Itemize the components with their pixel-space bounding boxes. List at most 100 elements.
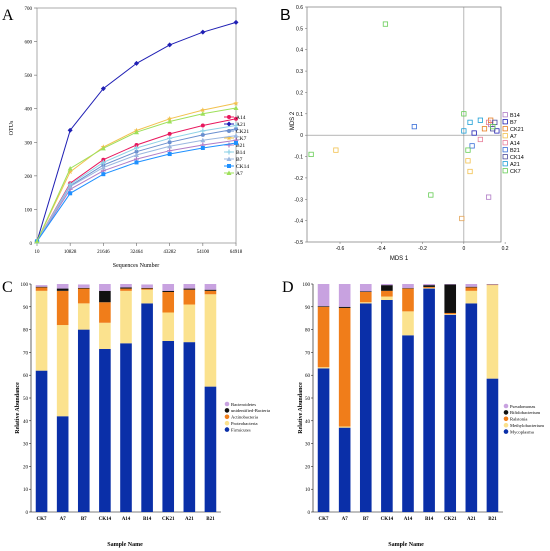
panel-b-plot-frame bbox=[306, 6, 502, 243]
panel-a-point-a21 bbox=[100, 86, 106, 92]
panel-b-legend-label-a7: A7 bbox=[510, 134, 517, 140]
panel-a-point-b14 bbox=[200, 128, 206, 134]
panel-b-legend-marker-b21 bbox=[502, 147, 508, 153]
panel-c-bar-segment-actinobacteria bbox=[141, 288, 153, 290]
panel-d-bar-segment-bifidobacterium bbox=[423, 285, 435, 287]
panel-a-point-a21 bbox=[67, 127, 73, 133]
panel-a-point-ck7 bbox=[200, 107, 206, 113]
panel-a-xtick-label: 32464 bbox=[130, 250, 143, 255]
panel-d-xtick-label: A14 bbox=[404, 517, 413, 522]
panel-c-legend-marker-proteobacteria bbox=[224, 420, 230, 426]
panel-b-xtick-label: -0.2 bbox=[418, 246, 427, 252]
panel-a-point-ck21 bbox=[167, 140, 172, 145]
panel-c-bar-segment-firmicutes bbox=[99, 348, 111, 512]
panel-a-point-a7 bbox=[100, 145, 106, 151]
panel-b-point-ck7 bbox=[308, 151, 314, 158]
panel-c-ytick-label: 50 bbox=[23, 397, 29, 402]
panel-a-legend-marker-a21 bbox=[226, 121, 232, 127]
panel-d-bar-segment-ralstonia bbox=[423, 286, 435, 288]
panel-d-bar-segment-ralstonia bbox=[381, 290, 393, 297]
panel-letter-d: D bbox=[282, 279, 294, 296]
panel-letter-b: B bbox=[280, 7, 291, 24]
panel-d-bar-segment-bifidobacterium bbox=[465, 286, 478, 288]
panel-c-bar-segment-proteobacteria bbox=[183, 304, 196, 343]
panel-a-legend-marker-ck21 bbox=[227, 129, 231, 133]
panel-d-genus-abundance-chart: Relative Abundance Sample Name 0 10 20 30 40… bbox=[298, 283, 544, 548]
panel-a-rarefaction-chart: OTUs Sequences Number 0 100 200 300 400 500 60… bbox=[9, 7, 249, 269]
panel-d-xtick-label: B7 bbox=[363, 517, 369, 522]
panel-c-bar-segment-bacteroidetes bbox=[35, 285, 48, 287]
panel-c-ylabel: Relative Abundance bbox=[15, 382, 21, 434]
panel-c-xtick-label: B14 bbox=[143, 517, 152, 522]
panel-c-legend-marker-actinobacteria bbox=[224, 414, 230, 420]
panel-d-ytick-label: 100 bbox=[303, 283, 311, 288]
panel-d-bar-segment-ralstonia bbox=[444, 312, 457, 315]
panel-c-bar-segment-bacteroidetes bbox=[183, 284, 196, 289]
panel-d-bar-segment-bifidobacterium bbox=[359, 291, 372, 292]
panel-a-point-ck7 bbox=[167, 115, 173, 122]
panel-b-mds-chart: MDS 2 MDS 1 -0.5 -0.4 -0.3 -0.2 -0.1 0 0.1 0.2 0… bbox=[290, 5, 524, 262]
panel-b-legend-marker-a14 bbox=[502, 140, 508, 146]
panel-b-ytick-label: 0 bbox=[300, 133, 303, 139]
panel-c-legend-label-actinobacteria: Actinobacteria bbox=[231, 415, 258, 420]
panel-d-ytick-label: 80 bbox=[305, 329, 311, 334]
panel-c-bar-segment-proteobacteria bbox=[141, 289, 153, 304]
panel-b-ytick-label: -0.4 bbox=[294, 219, 303, 225]
panel-c-bar-segment-proteobacteria bbox=[77, 303, 90, 330]
panel-a-xlabel: Sequences Number bbox=[113, 263, 160, 269]
panel-c-bar-segment-proteobacteria bbox=[56, 325, 69, 417]
panel-d-bar-segment-ralstonia bbox=[359, 291, 372, 303]
panel-a-legend-label-ck7: CK7 bbox=[236, 136, 247, 142]
panel-a-point-a21 bbox=[167, 42, 173, 48]
panel-a-point-b14 bbox=[100, 159, 106, 165]
panel-c-bar-segment-proteobacteria bbox=[35, 290, 48, 371]
panel-a-point-a7 bbox=[134, 129, 139, 135]
panel-b-legend-marker-a7 bbox=[502, 133, 508, 139]
panel-b-legend-label-ck14: CK14 bbox=[510, 155, 524, 161]
panel-c-ytick-label: 60 bbox=[23, 374, 29, 379]
panel-b-legend-label-ck21: CK21 bbox=[510, 127, 524, 133]
panel-a-point-a21 bbox=[233, 19, 239, 25]
panel-a-point-a7 bbox=[233, 105, 239, 111]
panel-b-legend-label-b14: B14 bbox=[510, 113, 520, 119]
panel-d-ytick-label: 50 bbox=[305, 397, 311, 402]
panel-b-point-b7 bbox=[471, 130, 477, 136]
panel-a-legend-label-b21: B21 bbox=[236, 143, 245, 149]
panel-c-ytick-label: 100 bbox=[21, 283, 29, 288]
panel-c-ytick-label: 20 bbox=[23, 465, 29, 470]
panel-c-bar-segment-bacteroidetes bbox=[120, 284, 132, 288]
panel-a-ylabel: OTUs bbox=[9, 120, 15, 135]
panel-b-point-a7 bbox=[465, 158, 471, 164]
panel-d-legend-label-bifidobacterium: Bifidobacterium bbox=[510, 410, 541, 415]
panel-c-bar-segment-firmicutes bbox=[162, 341, 175, 512]
panel-d-xtick-label: CK21 bbox=[444, 517, 457, 522]
panel-d-xtick-label: CK7 bbox=[319, 517, 330, 522]
panel-d-bar-segment-pseudomonas bbox=[402, 284, 414, 289]
panel-d-bar-segment-methylobacterium bbox=[317, 367, 330, 369]
panel-c-bar-segment-bacteroidetes bbox=[99, 284, 111, 291]
panel-a-legend-label-b14: B14 bbox=[236, 150, 245, 156]
panel-d-bar-segment-bifidobacterium bbox=[444, 284, 457, 313]
panel-c-bar-segment-unidentified-bacteria bbox=[56, 288, 69, 291]
panel-a-xtick-label: 21646 bbox=[97, 250, 110, 255]
panel-b-ytick-label: 0.3 bbox=[296, 69, 303, 75]
panel-d-ytick-label: 90 bbox=[305, 306, 311, 311]
panel-b-xtick-label: 0.2 bbox=[502, 246, 509, 252]
panel-c-bar-segment-unidentified-bacteria bbox=[183, 288, 196, 290]
panel-a-legend-label-ck14: CK14 bbox=[236, 164, 249, 170]
panel-d-bar-segment-pseudomonas bbox=[317, 284, 330, 307]
panel-a-point-ck14 bbox=[101, 172, 106, 177]
panel-c-xlabel: Sample Name bbox=[107, 542, 143, 548]
panel-d-bar-segment-methylobacterium bbox=[423, 287, 435, 289]
panel-c-bar-segment-unidentified-bacteria bbox=[141, 287, 153, 289]
panel-d-legend-label-mycoplasma: Mycoplasma bbox=[510, 429, 534, 434]
panel-b-ytick-label: -0.3 bbox=[294, 197, 303, 203]
panel-d-bar-segment-methylobacterium bbox=[381, 296, 393, 300]
panel-d-bar-segment-methylobacterium bbox=[465, 290, 478, 304]
panel-b-point-ck7 bbox=[382, 21, 389, 27]
panel-d-ytick-label: 20 bbox=[305, 465, 311, 470]
panel-a-legend-label-a21: A21 bbox=[236, 122, 246, 128]
panel-d-bar-segment-ralstonia bbox=[465, 287, 478, 291]
panel-c-bar-segment-actinobacteria bbox=[162, 291, 175, 313]
panel-b-legend-marker-b7 bbox=[502, 119, 508, 125]
